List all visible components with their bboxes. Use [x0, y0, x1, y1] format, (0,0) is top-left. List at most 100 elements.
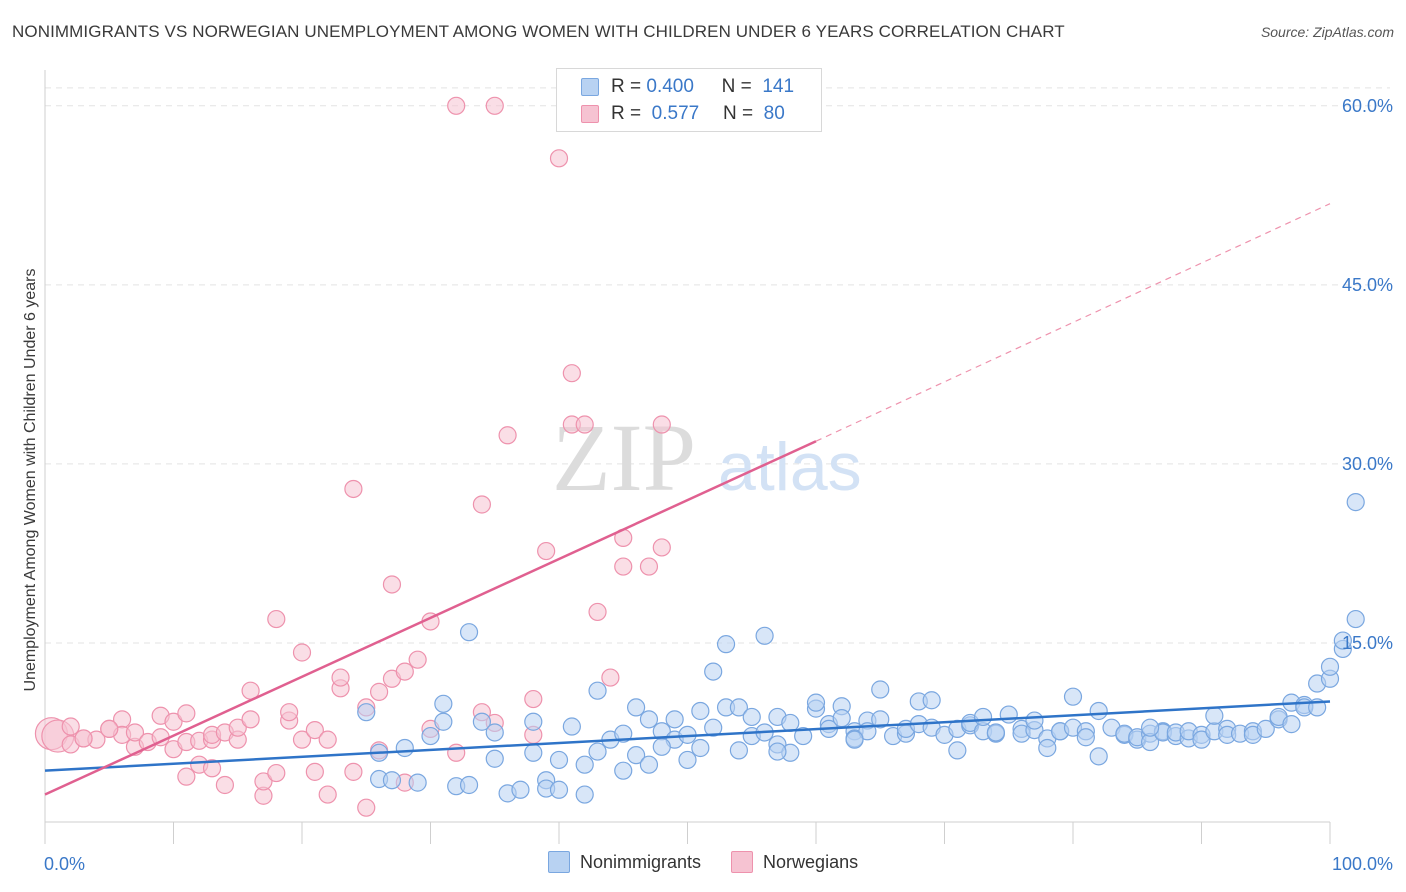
legend-item-norwegians[interactable]: Norwegians — [731, 851, 858, 873]
x-tick-label: 0.0% — [44, 854, 85, 874]
nonimmigrants-point — [806, 693, 826, 712]
nonimmigrants-point — [575, 785, 594, 804]
norwegians-point — [331, 668, 350, 687]
blue-swatch — [581, 78, 599, 96]
norwegians-point — [228, 718, 247, 737]
nonimmigrants-point — [562, 717, 581, 736]
nonimmigrants-point — [1346, 493, 1365, 512]
nonimmigrants-point — [1025, 711, 1044, 730]
norwegians-point — [562, 364, 581, 383]
n-label: N = — [721, 76, 752, 97]
norwegians-point — [305, 720, 324, 740]
nonimmigrants-point — [1205, 706, 1224, 725]
nonimmigrants-point — [922, 691, 941, 710]
nonimmigrants-point — [395, 738, 414, 758]
nonimmigrants-point — [549, 780, 569, 799]
norwegians-point — [125, 723, 145, 742]
norwegians-point — [575, 415, 594, 434]
norwegians-trendline-extension — [815, 203, 1331, 442]
norwegians-point — [447, 96, 466, 115]
nonimmigrants-point — [459, 623, 479, 642]
norwegians-point — [614, 557, 633, 576]
nonimmigrants-point — [742, 707, 761, 727]
nonimmigrants-point — [434, 694, 453, 713]
norwegians-point — [61, 717, 80, 736]
n-value: 141 — [762, 76, 795, 97]
chart-title: NONIMMIGRANTS VS NORWEGIAN UNEMPLOYMENT … — [12, 22, 1065, 41]
nonimmigrants-point — [626, 698, 646, 717]
nonimmigrants-point — [357, 703, 376, 722]
pink-swatch — [581, 105, 599, 123]
nonimmigrants-point — [704, 718, 723, 737]
nonimmigrants-point — [678, 750, 697, 770]
nonimmigrants-point — [382, 771, 402, 790]
r-label: R = — [611, 103, 642, 124]
nonimmigrants-point — [1140, 718, 1160, 737]
axes — [44, 70, 1331, 844]
norwegians-point — [639, 557, 659, 576]
nonimmigrants-point — [794, 726, 813, 746]
norwegians-point — [537, 541, 556, 561]
correlation-legend: R = 0.400 N = 141 R = 0.577 N = 80 — [556, 68, 822, 132]
nonimmigrants-point — [871, 710, 890, 729]
nonimmigrants-point — [1282, 715, 1301, 734]
norwegians-point — [292, 643, 312, 662]
legend-row-norwegians: R = 0.577 N = 80 — [581, 101, 785, 127]
norwegians-point — [267, 609, 286, 629]
nonimmigrants-point — [524, 712, 543, 731]
norwegians-point — [292, 730, 312, 749]
blue-swatch — [548, 851, 570, 873]
r-label: R = — [611, 76, 642, 97]
nonimmigrants-point — [485, 749, 504, 768]
nonimmigrants-points — [357, 493, 1365, 804]
norwegians-point — [395, 662, 414, 681]
n-value: 80 — [763, 103, 785, 124]
nonimmigrants-point — [1256, 719, 1275, 738]
legend-item-nonimmigrants[interactable]: Nonimmigrants — [548, 851, 701, 873]
norwegians-trendline — [44, 440, 817, 796]
norwegians-point — [588, 602, 607, 622]
nonimmigrants-point — [1333, 631, 1352, 650]
norwegians-point — [601, 668, 620, 687]
nonimmigrants-point — [986, 723, 1006, 742]
norwegians-point — [267, 763, 286, 783]
r-value: 0.400 — [646, 76, 694, 97]
nonimmigrants-point — [729, 741, 749, 760]
nonimmigrants-point — [485, 723, 504, 742]
norwegians-point — [280, 703, 299, 722]
norwegians-point — [74, 729, 93, 748]
legend-row-nonimmigrants: R = 0.400 N = 141 — [581, 74, 794, 100]
nonimmigrants-point — [652, 737, 671, 756]
nonimmigrants-point — [973, 707, 993, 727]
pink-swatch — [731, 851, 754, 873]
nonimmigrants-point — [691, 738, 710, 758]
nonimmigrants-point — [408, 773, 427, 792]
norwegians-point — [344, 762, 363, 781]
nonimmigrants-point — [871, 680, 890, 699]
nonimmigrants-point — [434, 712, 453, 731]
norwegians-point — [177, 767, 196, 786]
nonimmigrants-point — [511, 780, 530, 799]
nonimmigrants-trendline — [44, 700, 1331, 772]
trendlines — [44, 203, 1331, 796]
norwegians-point — [447, 743, 466, 762]
watermark: ZIP atlas — [552, 404, 862, 511]
y-tick-label: 15.0% — [1342, 633, 1393, 653]
nonimmigrants-point — [1346, 609, 1365, 629]
nonimmigrants-point — [1192, 730, 1211, 749]
y-tick-label: 45.0% — [1342, 275, 1393, 295]
nonimmigrants-point — [549, 750, 569, 770]
x-tick-label: 100.0% — [1332, 854, 1393, 874]
nonimmigrants-point — [716, 635, 736, 654]
norwegians-point — [318, 785, 337, 804]
norwegians-point — [357, 798, 376, 817]
legend-label: Norwegians — [763, 851, 859, 872]
nonimmigrants-point — [459, 775, 479, 795]
norwegians-point — [485, 96, 504, 115]
norwegians-point — [241, 710, 260, 729]
nonimmigrants-point — [832, 709, 851, 728]
norwegians-point — [344, 479, 363, 499]
nonimmigrants-point — [614, 724, 633, 743]
r-value: 0.577 — [651, 103, 700, 124]
nonimmigrants-point — [626, 746, 646, 765]
